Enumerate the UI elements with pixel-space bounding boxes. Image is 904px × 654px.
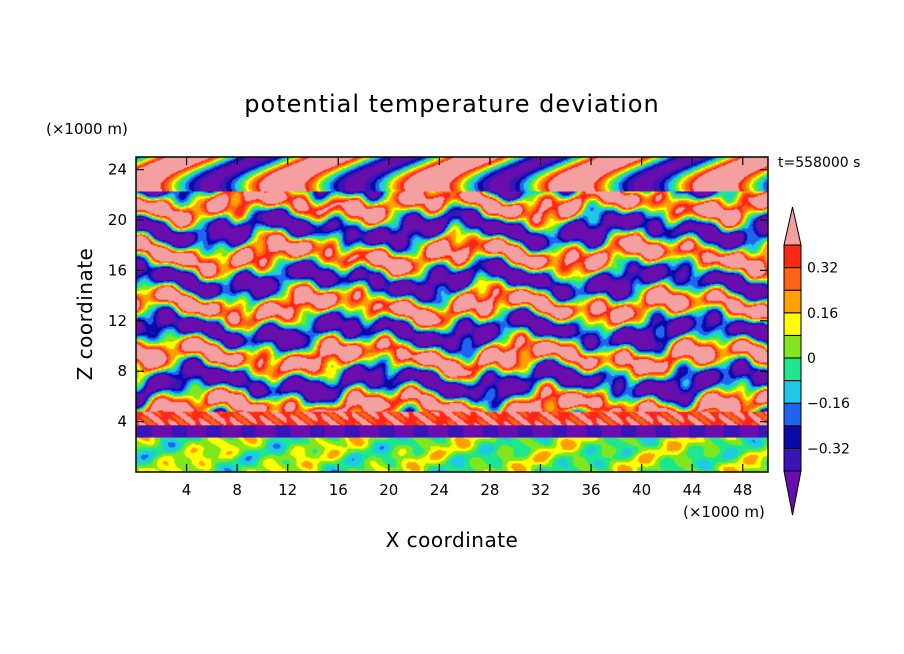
y-tick-label: 8 [117, 362, 127, 380]
colorbar-swatch [783, 357, 802, 382]
x-axis-label: X coordinate [386, 528, 519, 552]
colorbar-swatch [783, 425, 802, 449]
x-tick-label: 8 [232, 481, 242, 499]
y-tick-label: 12 [108, 312, 127, 330]
colorbar-arrow-high [783, 206, 802, 246]
x-tick-label: 20 [379, 481, 398, 499]
x-tick-label: 4 [182, 481, 192, 499]
y-tick-label: 20 [108, 211, 127, 229]
colorbar: 0.32 0.16 0 −0.16 −0.32 [783, 206, 850, 516]
y-tick-label: 24 [108, 161, 127, 179]
y-tick-label: 4 [117, 413, 127, 431]
time-label: t=558000 s [778, 155, 860, 171]
colorbar-swatch [783, 267, 802, 291]
plot-frame [135, 156, 769, 473]
contour-field [136, 157, 768, 472]
colorbar-swatch [783, 244, 802, 269]
x-tick-label: 36 [581, 481, 600, 499]
x-tick-label: 28 [480, 481, 499, 499]
colorbar-arrow-low [783, 470, 802, 516]
colorbar-swatch [783, 380, 802, 404]
x-tick-label: 48 [733, 481, 752, 499]
x-axis: 4 8 12 16 20 24 28 32 36 40 44 48 [182, 157, 752, 499]
x-axis-unit: (×1000 m) [683, 503, 765, 521]
y-axis-label: Z coordinate [73, 248, 97, 381]
colorbar-tick-label: 0 [807, 351, 816, 367]
colorbar-swatch [783, 447, 802, 472]
x-tick-label: 16 [329, 481, 348, 499]
x-tick-label: 12 [278, 481, 297, 499]
field-raster [136, 157, 768, 472]
x-tick-label: 32 [531, 481, 550, 499]
y-axis: 4 8 12 16 20 24 [108, 161, 768, 431]
chart-title: potential temperature deviation [244, 90, 659, 118]
x-tick-label: 24 [430, 481, 449, 499]
x-tick-label: 44 [683, 481, 702, 499]
x-tick-label: 40 [632, 481, 651, 499]
colorbar-swatch [783, 402, 802, 427]
y-tick-label: 16 [108, 261, 127, 279]
colorbar-tick-label: −0.32 [807, 441, 850, 457]
colorbar-swatch [783, 312, 802, 336]
colorbar-swatch [783, 334, 802, 359]
colorbar-tick-label: 0.32 [807, 261, 838, 277]
y-axis-unit: (×1000 m) [46, 120, 128, 138]
colorbar-tick-label: −0.16 [807, 396, 850, 412]
colorbar-swatch [783, 289, 802, 314]
colorbar-tick-label: 0.16 [807, 306, 838, 322]
